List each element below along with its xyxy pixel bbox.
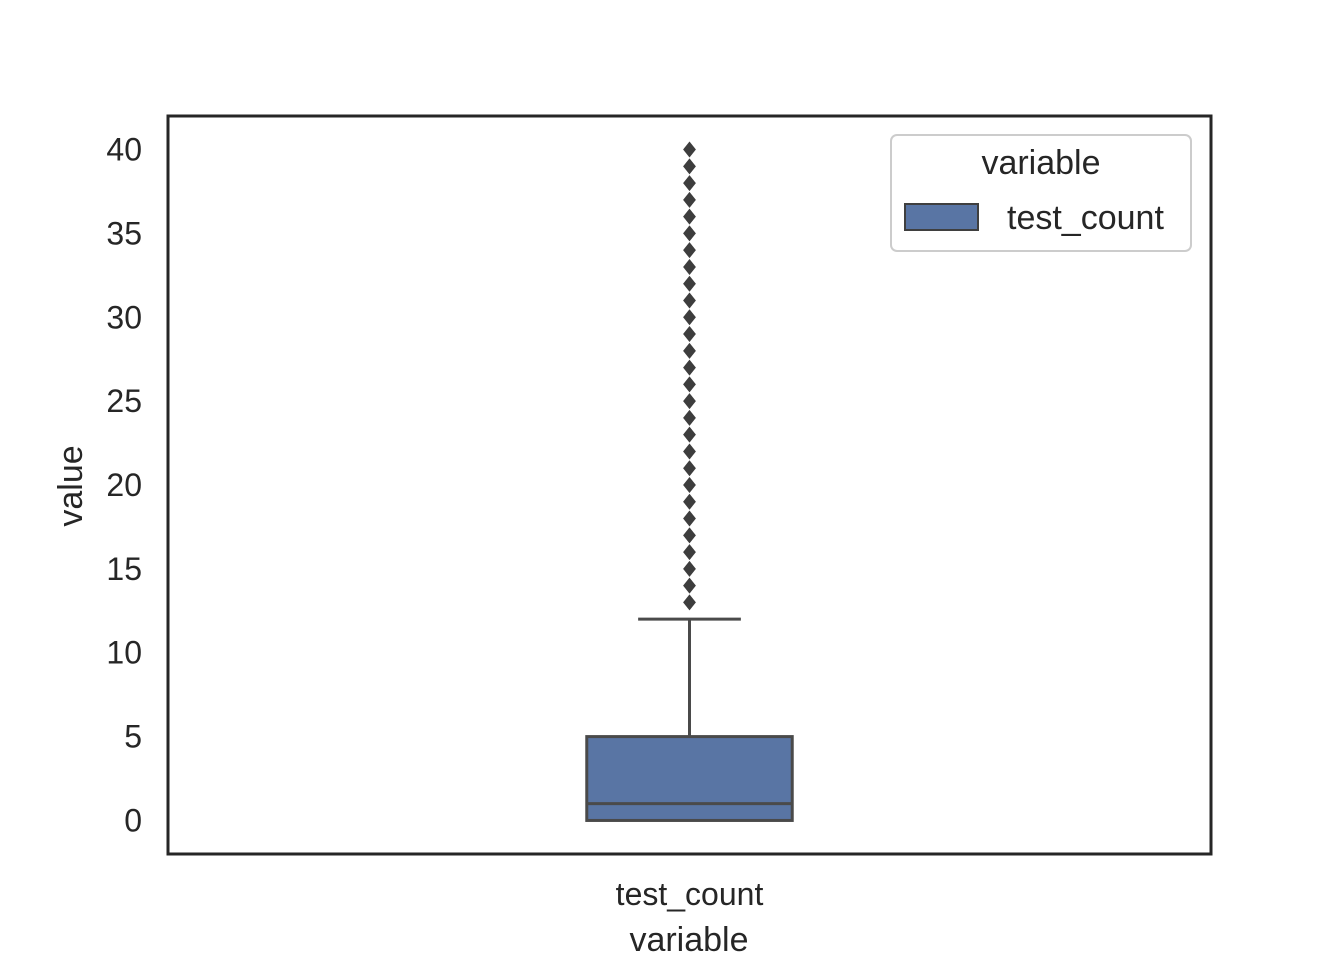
outlier-point bbox=[683, 309, 696, 326]
outlier-point bbox=[683, 191, 696, 208]
box-iqr bbox=[585, 735, 794, 822]
outlier-point bbox=[683, 359, 696, 376]
outlier-point bbox=[683, 158, 696, 175]
outlier-point bbox=[683, 225, 696, 242]
outlier-point bbox=[683, 443, 696, 460]
outlier-point bbox=[683, 426, 696, 443]
y-axis-title: value bbox=[52, 445, 90, 526]
outlier-point bbox=[683, 409, 696, 426]
outlier-point bbox=[683, 477, 696, 493]
plot-marks bbox=[585, 141, 794, 822]
x-tick-label: test_count bbox=[616, 876, 764, 912]
plot-frame bbox=[166, 114, 1213, 856]
legend-title: variable bbox=[981, 144, 1100, 182]
outlier-point bbox=[683, 460, 696, 477]
outlier-point bbox=[683, 510, 696, 527]
legend: variable test_count bbox=[890, 134, 1192, 252]
y-axis-ticks: 0 5 10 15 20 25 30 35 40 bbox=[106, 132, 142, 839]
outlier-point bbox=[683, 292, 696, 309]
outlier-point bbox=[683, 577, 696, 594]
y-tick-label: 40 bbox=[106, 132, 142, 168]
outlier-point bbox=[683, 342, 696, 359]
y-tick-label: 35 bbox=[106, 215, 142, 251]
y-tick-label: 15 bbox=[106, 551, 142, 587]
outlier-point bbox=[683, 326, 696, 343]
x-axis-title: variable bbox=[629, 921, 748, 959]
y-tick-label: 5 bbox=[124, 719, 142, 755]
outlier-point bbox=[683, 275, 696, 292]
outlier-point bbox=[683, 393, 696, 410]
outlier-point bbox=[683, 242, 696, 259]
y-tick-label: 30 bbox=[106, 299, 142, 335]
outlier-point bbox=[683, 594, 696, 611]
outlier-point bbox=[683, 527, 696, 544]
y-tick-label: 25 bbox=[106, 383, 142, 419]
y-tick-label: 0 bbox=[124, 802, 142, 838]
outlier-point bbox=[683, 376, 696, 393]
outlier-point bbox=[683, 258, 696, 275]
y-tick-label: 10 bbox=[106, 635, 142, 671]
legend-swatch-test-count bbox=[904, 203, 979, 231]
x-axis-ticks: test_count bbox=[616, 876, 764, 912]
outlier-point bbox=[683, 208, 696, 225]
y-tick-label: 20 bbox=[106, 467, 142, 503]
outlier-point bbox=[683, 493, 696, 510]
legend-label-test-count: test_count bbox=[1007, 199, 1164, 237]
outlier-point bbox=[683, 175, 696, 192]
outlier-point bbox=[683, 544, 696, 561]
outlier-point bbox=[683, 560, 696, 577]
outlier-point bbox=[683, 141, 696, 158]
